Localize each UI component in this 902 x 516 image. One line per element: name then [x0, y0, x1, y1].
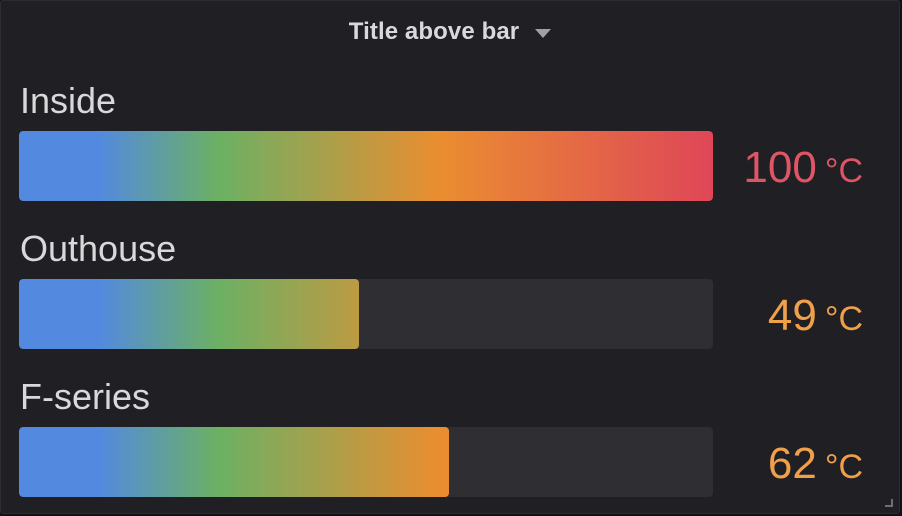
gauge-value-number: 49 — [767, 291, 817, 340]
gauge-bar-fill — [19, 427, 449, 497]
gauge-value: 62 °C — [768, 429, 863, 499]
gauge-row-outhouse: Outhouse 49 °C — [19, 227, 879, 367]
gauge-bar-fill — [19, 131, 713, 201]
gauge-label: Outhouse — [20, 228, 177, 269]
gauge-value-unit: °C — [824, 152, 863, 190]
gauge-value-number: 62 — [767, 439, 817, 488]
gauge-row-inside: Inside 100 °C — [19, 79, 879, 219]
gauge-value: 100 °C — [743, 133, 863, 203]
gauge-value-unit: °C — [824, 300, 863, 338]
gauge-value: 49 °C — [768, 281, 863, 351]
gauge-label: F-series — [20, 376, 151, 417]
gauge-bar-fill — [19, 279, 359, 349]
caret-down-icon[interactable] — [535, 29, 552, 38]
gauge-bar-track — [19, 131, 713, 201]
panel-header[interactable]: Title above bar — [1, 13, 899, 51]
gauge-value-unit: °C — [824, 448, 863, 486]
gauge-row-f-series: F-series 62 °C — [19, 375, 879, 515]
gauge-label: Inside — [20, 80, 117, 121]
gauge-bar-track — [19, 279, 713, 349]
resize-handle-icon[interactable] — [885, 499, 893, 507]
gauge-bar-track — [19, 427, 713, 497]
gauge-value-number: 100 — [743, 143, 817, 192]
panel-title[interactable]: Title above bar — [348, 18, 520, 45]
